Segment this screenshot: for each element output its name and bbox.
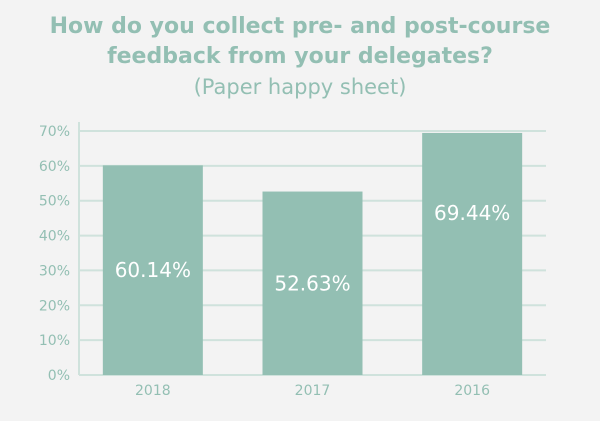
y-tick-label: 0% xyxy=(48,368,70,384)
x-tick-label: 2016 xyxy=(454,383,490,399)
y-tick-label: 10% xyxy=(39,333,70,349)
bar-value-label: 52.63% xyxy=(274,271,350,295)
chart-title-line-1: How do you collect pre- and post-course xyxy=(49,14,551,39)
bar-2016 xyxy=(422,132,523,375)
bar-2018 xyxy=(102,165,203,375)
bar-2017 xyxy=(262,191,363,375)
y-tick-label: 60% xyxy=(39,159,70,175)
chart-title: How do you collect pre- and post-course … xyxy=(0,12,600,102)
y-tick-label: 70% xyxy=(39,124,70,140)
y-tick-label: 20% xyxy=(39,298,70,314)
bar-value-label: 69.44% xyxy=(434,201,510,225)
y-tick-label: 40% xyxy=(39,229,70,245)
y-tick-label: 30% xyxy=(39,263,70,279)
x-tick-label: 2018 xyxy=(135,383,171,399)
x-tick-label: 2017 xyxy=(295,383,331,399)
bar-value-label: 60.14% xyxy=(115,258,191,282)
chart-title-line-2: feedback from your delegates? xyxy=(107,44,493,69)
chart-subtitle: (Paper happy sheet) xyxy=(193,75,407,99)
y-tick-label: 50% xyxy=(39,194,70,210)
